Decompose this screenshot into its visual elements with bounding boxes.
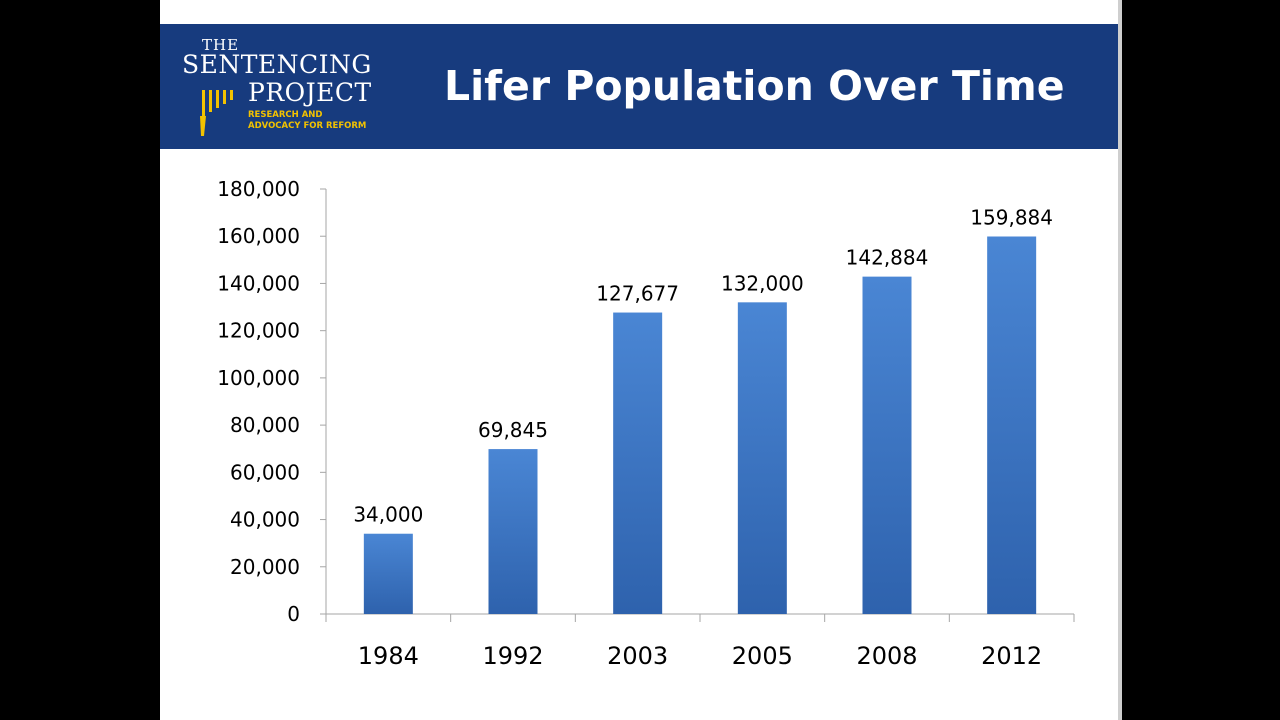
bar-1992 <box>488 449 538 614</box>
y-tick-label: 80,000 <box>230 413 300 437</box>
y-tick-label: 60,000 <box>230 460 300 484</box>
data-label-1984: 34,000 <box>353 503 423 527</box>
x-category-label-2003: 2003 <box>607 642 668 670</box>
page-title: Lifer Population Over Time <box>444 62 1065 110</box>
y-axis: 0 20,000 40,000 60,000 80,000 100,000 120,000 1… <box>217 177 327 626</box>
x-category-label-2012: 2012 <box>981 642 1042 670</box>
bar-chart: 0 20,000 40,000 60,000 80,000 100,000 120,000 1… <box>217 177 1075 670</box>
data-label-1992: 69,845 <box>478 418 548 442</box>
logo-text-project: PROJECT <box>248 78 372 107</box>
y-tick-label: 20,000 <box>230 555 300 579</box>
x-category-label-2008: 2008 <box>856 642 917 670</box>
logo-tagline-line2: ADVOCACY FOR REFORM <box>248 121 367 131</box>
slide: THE SENTENCING PROJECT RESEARCH AND ADVO… <box>160 0 1118 720</box>
title-banner: THE SENTENCING PROJECT RESEARCH AND ADVO… <box>160 24 1118 149</box>
bar-2003 <box>613 312 663 614</box>
data-label-2008: 142,884 <box>846 246 929 270</box>
logo-tagline: RESEARCH AND ADVOCACY FOR REFORM <box>248 110 366 132</box>
y-tick-label: 140,000 <box>217 271 300 295</box>
y-tick-label: 40,000 <box>230 508 300 532</box>
logo-text-the: THE <box>202 36 240 54</box>
window-edge <box>1118 0 1122 720</box>
bar-2008 <box>862 276 912 614</box>
sentencing-project-logo: THE SENTENCING PROJECT RESEARCH AND ADVO… <box>178 36 388 141</box>
x-axis: 1984 1992 2003 2005 2008 2012 <box>325 613 1075 670</box>
data-label-2012: 159,884 <box>970 205 1053 229</box>
data-label-2005: 132,000 <box>721 271 804 295</box>
x-category-label-1984: 1984 <box>358 642 419 670</box>
logo-mark-icon <box>200 90 233 136</box>
data-labels: 34,000 69,845 127,677 132,000 142,884 159,884 <box>353 205 1053 526</box>
x-category-label-1992: 1992 <box>482 642 543 670</box>
bar-2005 <box>737 302 787 614</box>
bars <box>363 236 1037 615</box>
y-tick-label: 120,000 <box>217 319 300 343</box>
logo-text-sentencing: SENTENCING <box>182 50 372 79</box>
bar-1984 <box>363 533 413 614</box>
data-label-2003: 127,677 <box>596 282 679 306</box>
logo-tagline-line1: RESEARCH AND <box>248 110 323 120</box>
y-tick-label: 0 <box>287 602 300 626</box>
y-tick-label: 180,000 <box>217 177 300 201</box>
y-tick-label: 100,000 <box>217 366 300 390</box>
bar-2012 <box>987 236 1037 615</box>
y-tick-label: 160,000 <box>217 224 300 248</box>
x-category-label-2005: 2005 <box>732 642 793 670</box>
